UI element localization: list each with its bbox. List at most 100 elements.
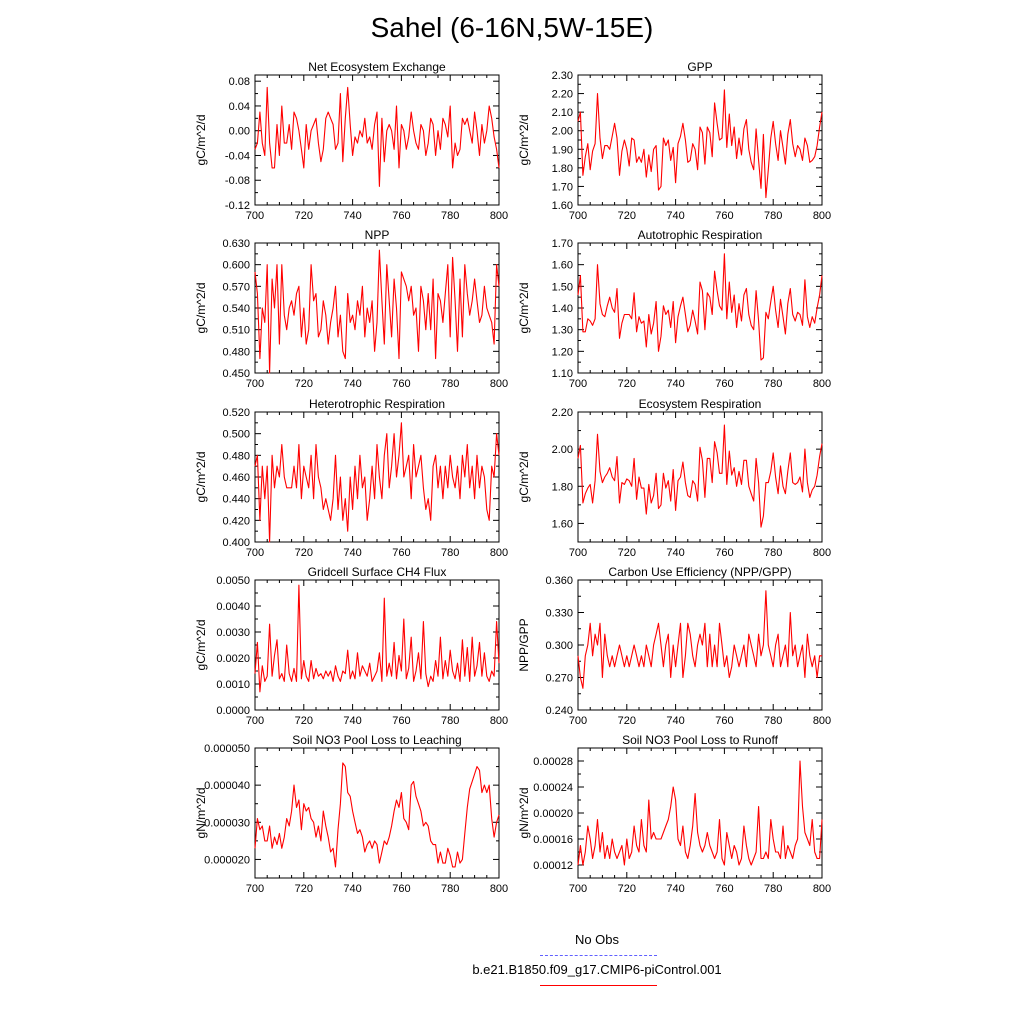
- legend-obs-label: No Obs: [574, 932, 620, 947]
- panel-title: Net Ecosystem Exchange: [308, 60, 446, 74]
- x-tick-label: 700: [569, 547, 587, 559]
- series-line-heterotrophic-respiration: [254, 422, 500, 543]
- x-tick-label: 800: [813, 210, 831, 222]
- x-tick-label: 780: [764, 547, 782, 559]
- y-tick-label: 0.000030: [204, 817, 250, 829]
- x-tick-label: 780: [441, 210, 459, 222]
- y-tick-label: 0.330: [545, 608, 573, 620]
- x-tick-label: 700: [246, 547, 264, 559]
- legend-obs-line: [540, 955, 657, 956]
- x-tick-label: 800: [813, 883, 831, 895]
- y-tick-label: 0.570: [222, 281, 250, 293]
- legend-model-label: b.e21.B1850.f09_g17.CMIP6-piControl.001: [472, 962, 722, 977]
- y-tick-label: 0.540: [222, 303, 250, 315]
- x-tick-label: 720: [295, 715, 313, 727]
- x-tick-label: 700: [246, 378, 264, 390]
- panel-frame: [577, 74, 823, 206]
- x-tick-label: 720: [618, 378, 636, 390]
- y-tick-label: 1.50: [552, 281, 573, 293]
- y-axis-label: gN/m^2/d: [517, 788, 531, 839]
- panel-autotrophic-respiration: Autotrophic Respiration gC/m^2/d 700 720 740…: [517, 228, 831, 390]
- y-tick-label: 0.000040: [204, 780, 250, 792]
- x-tick-label: 760: [392, 715, 410, 727]
- y-tick-label: 0.04: [229, 101, 250, 113]
- series-line-soil-no3-pool-loss-to-leaching: [254, 762, 500, 868]
- panel-soil-no3-pool-loss-to-leaching: Soil NO3 Pool Loss to Leaching gN/m^2/d 70…: [194, 733, 508, 895]
- y-tick-label: 1.10: [552, 368, 573, 380]
- x-tick-label: 740: [343, 715, 361, 727]
- x-tick-label: 720: [295, 883, 313, 895]
- y-axis-label: gC/m^2/d: [517, 452, 531, 503]
- panel-title: Carbon Use Efficiency (NPP/GPP): [608, 565, 791, 579]
- panel-carbon-use-efficiency-npp-gpp: Carbon Use Efficiency (NPP/GPP) NPP/GPP 70…: [517, 565, 831, 727]
- y-tick-label: 1.40: [552, 303, 573, 315]
- x-tick-label: 720: [618, 715, 636, 727]
- x-tick-label: 760: [715, 715, 733, 727]
- y-tick-label: 1.80: [552, 163, 573, 175]
- y-tick-label: 0.480: [222, 450, 250, 462]
- y-tick-label: 0.500: [222, 429, 250, 441]
- y-tick-label: 2.20: [552, 89, 573, 101]
- y-tick-label: 0.0030: [216, 627, 250, 639]
- y-tick-label: 0.300: [545, 640, 573, 652]
- panel-net-ecosystem-exchange: Net Ecosystem Exchange gC/m^2/d 700 720 740 7…: [194, 60, 508, 222]
- y-tick-label: 0.00024: [533, 782, 573, 794]
- x-tick-label: 740: [666, 883, 684, 895]
- y-tick-label: 0.08: [229, 76, 250, 88]
- series-line-gpp: [577, 89, 823, 199]
- legend-model-line: [540, 985, 657, 986]
- panel-title: NPP: [365, 228, 390, 242]
- y-axis-label: gN/m^2/d: [194, 788, 208, 839]
- y-tick-label: 0.0020: [216, 653, 250, 665]
- y-axis-label: gC/m^2/d: [194, 620, 208, 671]
- y-tick-label: 0.510: [222, 325, 250, 337]
- x-tick-label: 720: [295, 547, 313, 559]
- y-axis-label: gC/m^2/d: [194, 283, 208, 334]
- y-tick-label: 0.000020: [204, 854, 250, 866]
- x-tick-label: 720: [618, 883, 636, 895]
- x-tick-label: 760: [392, 210, 410, 222]
- x-tick-label: 800: [490, 547, 508, 559]
- y-tick-label: 1.80: [552, 481, 573, 493]
- y-tick-label: 0.270: [545, 673, 573, 685]
- y-tick-label: 0.450: [222, 368, 250, 380]
- x-tick-label: 760: [392, 547, 410, 559]
- x-tick-label: 760: [715, 378, 733, 390]
- panel-soil-no3-pool-loss-to-runoff: Soil NO3 Pool Loss to Runoff gN/m^2/d 700 7…: [517, 733, 831, 895]
- panel-ecosystem-respiration: Ecosystem Respiration gC/m^2/d 700 720 740 76…: [517, 397, 831, 559]
- x-tick-label: 780: [441, 378, 459, 390]
- figure-title: Sahel (6-16N,5W-15E): [370, 12, 654, 43]
- y-tick-label: 0.00012: [533, 860, 573, 872]
- y-tick-label: 0.400: [222, 537, 250, 549]
- x-tick-label: 700: [569, 210, 587, 222]
- series-line-npp: [254, 249, 500, 374]
- x-tick-label: 800: [490, 378, 508, 390]
- y-tick-label: 1.90: [552, 144, 573, 156]
- y-tick-label: 0.00028: [533, 756, 573, 768]
- y-tick-label: 0.0000: [216, 705, 250, 717]
- y-tick-label: 0.460: [222, 472, 250, 484]
- y-tick-label: 2.00: [552, 444, 573, 456]
- panel-title: Gridcell Surface CH4 Flux: [308, 565, 447, 579]
- panel-frame: [254, 411, 500, 543]
- panel-heterotrophic-respiration: Heterotrophic Respiration gC/m^2/d 700 720 7…: [194, 397, 508, 559]
- x-tick-label: 780: [764, 210, 782, 222]
- y-tick-label: -0.04: [225, 150, 250, 162]
- x-tick-label: 780: [764, 715, 782, 727]
- x-tick-label: 800: [813, 547, 831, 559]
- y-tick-label: 0.600: [222, 260, 250, 272]
- x-tick-label: 720: [618, 547, 636, 559]
- panel-gridcell-surface-ch4-flux: Gridcell Surface CH4 Flux gC/m^2/d 700 720 7…: [194, 565, 508, 727]
- y-tick-label: 0.630: [222, 238, 250, 250]
- x-tick-label: 760: [392, 883, 410, 895]
- y-tick-label: 0.360: [545, 575, 573, 587]
- x-tick-label: 740: [666, 378, 684, 390]
- panel-title: Soil NO3 Pool Loss to Leaching: [292, 733, 461, 747]
- y-tick-label: -0.08: [225, 175, 250, 187]
- y-tick-label: 0.420: [222, 515, 250, 527]
- y-tick-label: 1.30: [552, 325, 573, 337]
- y-tick-label: 0.0010: [216, 679, 250, 691]
- x-tick-label: 800: [490, 210, 508, 222]
- x-tick-label: 760: [392, 378, 410, 390]
